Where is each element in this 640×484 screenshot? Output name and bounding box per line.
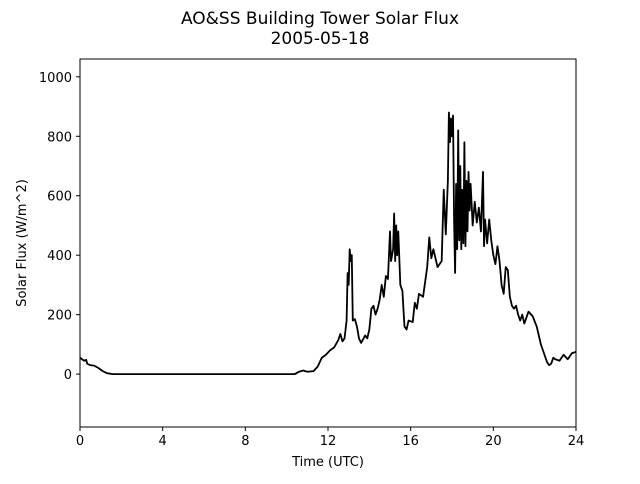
y-tick-label: 600	[47, 190, 72, 205]
x-tick-label: 8	[241, 434, 249, 449]
x-tick-label: 4	[159, 434, 167, 449]
y-tick-label: 400	[47, 249, 72, 264]
x-tick-label: 0	[76, 434, 84, 449]
data-line	[79, 111, 577, 375]
y-axis-label: Solar Flux (W/m^2)	[15, 179, 30, 307]
y-tick-label: 1000	[39, 71, 72, 86]
x-tick-label: 20	[485, 434, 502, 449]
y-tick-label: 200	[47, 309, 72, 324]
chart-subtitle: 2005-05-18	[271, 29, 370, 49]
x-tick-label: 16	[402, 434, 419, 449]
plot-frame	[79, 58, 577, 428]
y-tick-label: 800	[47, 130, 72, 145]
chart-title: AO&SS Building Tower Solar Flux	[181, 9, 459, 29]
x-tick-label: 12	[320, 434, 337, 449]
y-tick-label: 0	[64, 368, 72, 383]
x-axis-label: Time (UTC)	[291, 455, 364, 470]
x-tick-label: 24	[568, 434, 585, 449]
